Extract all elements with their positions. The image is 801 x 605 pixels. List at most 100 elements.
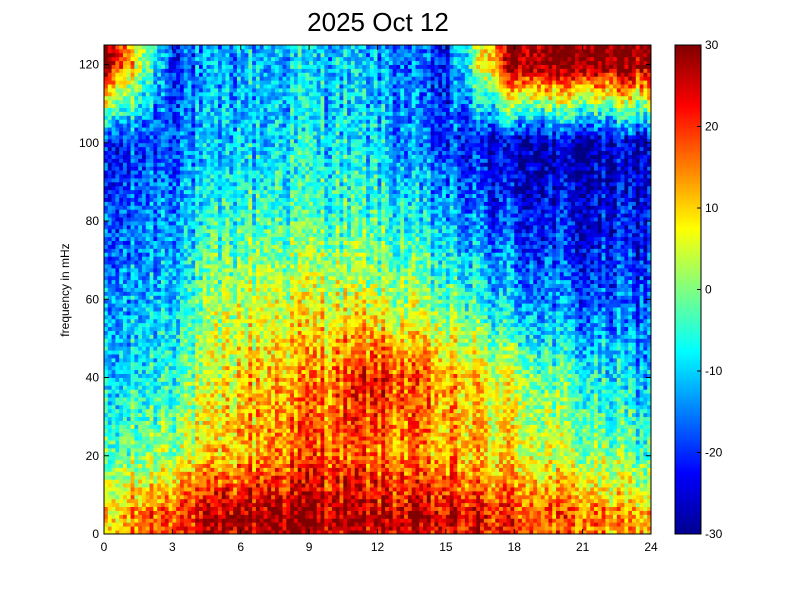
heatmap-cell xyxy=(616,412,622,418)
heatmap-cell xyxy=(195,428,200,433)
heatmap-cell xyxy=(639,518,644,523)
heatmap-cell xyxy=(240,404,245,410)
heatmap-cell xyxy=(157,494,162,500)
heatmap-cell xyxy=(221,432,226,437)
heatmap-cell xyxy=(381,397,386,402)
heatmap-cell xyxy=(198,455,204,461)
heatmap-cell xyxy=(594,428,599,433)
heatmap-cell xyxy=(328,428,333,433)
heatmap-cell xyxy=(297,404,302,410)
heatmap-cell xyxy=(149,490,154,496)
heatmap-cell xyxy=(259,459,264,464)
heatmap-cell xyxy=(217,432,223,437)
heatmap-cell xyxy=(373,412,378,418)
heatmap-cell xyxy=(423,498,428,504)
heatmap-cell xyxy=(267,400,272,406)
heatmap-cell xyxy=(248,487,253,492)
heatmap-cell xyxy=(472,526,477,531)
heatmap-cell xyxy=(153,424,158,429)
heatmap-cell xyxy=(176,475,181,480)
heatmap-cell xyxy=(271,530,276,535)
heatmap-cell xyxy=(377,420,382,425)
heatmap-cell xyxy=(297,475,302,480)
heatmap-cell xyxy=(647,467,652,472)
heatmap-cell xyxy=(104,522,109,527)
heatmap-cell xyxy=(559,416,565,421)
heatmap-cell xyxy=(328,494,333,500)
heatmap-cell xyxy=(525,479,530,484)
heatmap-cell xyxy=(202,432,207,437)
heatmap-cell xyxy=(529,526,534,531)
heatmap-cell xyxy=(301,506,306,511)
heatmap-cell xyxy=(388,526,394,531)
heatmap-cell xyxy=(483,487,489,492)
heatmap-cell xyxy=(164,447,169,453)
heatmap-cell xyxy=(468,420,473,425)
heatmap-cell xyxy=(214,510,219,515)
heatmap-cell xyxy=(141,416,147,421)
heatmap-cell xyxy=(149,404,154,410)
heatmap-cell xyxy=(111,397,116,402)
heatmap-cell xyxy=(312,463,318,468)
heatmap-cell xyxy=(347,522,352,527)
heatmap-cell xyxy=(468,404,473,410)
heatmap-cell xyxy=(639,483,644,488)
heatmap-cell xyxy=(206,490,211,496)
heatmap-cell xyxy=(423,506,428,511)
heatmap-cell xyxy=(476,420,481,425)
heatmap-cell xyxy=(111,459,116,464)
heatmap-cell xyxy=(491,526,496,531)
heatmap-cell xyxy=(480,526,485,531)
heatmap-cell xyxy=(407,455,413,461)
heatmap-cell xyxy=(354,522,359,527)
heatmap-cell xyxy=(597,440,603,445)
heatmap-cell xyxy=(521,447,527,453)
heatmap-cell xyxy=(126,420,131,425)
heatmap-cell xyxy=(271,400,276,406)
heatmap-cell xyxy=(559,404,565,410)
heatmap-cell xyxy=(521,506,527,511)
heatmap-cell xyxy=(582,440,587,445)
heatmap-cell xyxy=(217,447,223,453)
heatmap-cell xyxy=(442,420,447,425)
heatmap-cell xyxy=(134,522,139,527)
heatmap-cell xyxy=(434,432,439,437)
heatmap-cell xyxy=(445,498,451,504)
heatmap-cell xyxy=(514,400,519,406)
heatmap-cell xyxy=(563,514,568,519)
heatmap-cell xyxy=(480,514,485,519)
heatmap-cell xyxy=(141,455,147,461)
heatmap-cell xyxy=(179,400,185,406)
heatmap-cell xyxy=(582,412,587,418)
heatmap-cell xyxy=(297,444,302,449)
heatmap-cell xyxy=(396,526,401,531)
heatmap-cell xyxy=(624,444,629,449)
heatmap-cell xyxy=(362,408,367,414)
heatmap-cell xyxy=(616,467,622,472)
heatmap-cell xyxy=(168,447,173,453)
heatmap-cell xyxy=(423,471,428,476)
heatmap-cell xyxy=(552,526,557,531)
heatmap-cell xyxy=(419,432,424,437)
heatmap-cell xyxy=(263,475,268,480)
heatmap-cell xyxy=(483,444,489,449)
heatmap-cell xyxy=(134,459,139,464)
heatmap-cell xyxy=(172,463,177,468)
heatmap-cell xyxy=(635,420,641,425)
heatmap-cell xyxy=(225,416,230,421)
heatmap-cell xyxy=(472,471,477,476)
heatmap-cell xyxy=(567,428,572,433)
heatmap-cell xyxy=(183,510,188,515)
heatmap-cell xyxy=(305,475,310,480)
heatmap-cell xyxy=(544,526,549,531)
heatmap-cell xyxy=(160,526,166,531)
heatmap-cell xyxy=(366,455,371,461)
heatmap-cell xyxy=(483,412,489,418)
heatmap-cell xyxy=(320,451,325,457)
heatmap-cell xyxy=(305,428,310,433)
heatmap-cell xyxy=(107,526,112,531)
heatmap-cell xyxy=(495,471,500,476)
heatmap-cell xyxy=(392,506,397,511)
heatmap-cell xyxy=(514,475,519,480)
heatmap-cell xyxy=(453,397,458,402)
